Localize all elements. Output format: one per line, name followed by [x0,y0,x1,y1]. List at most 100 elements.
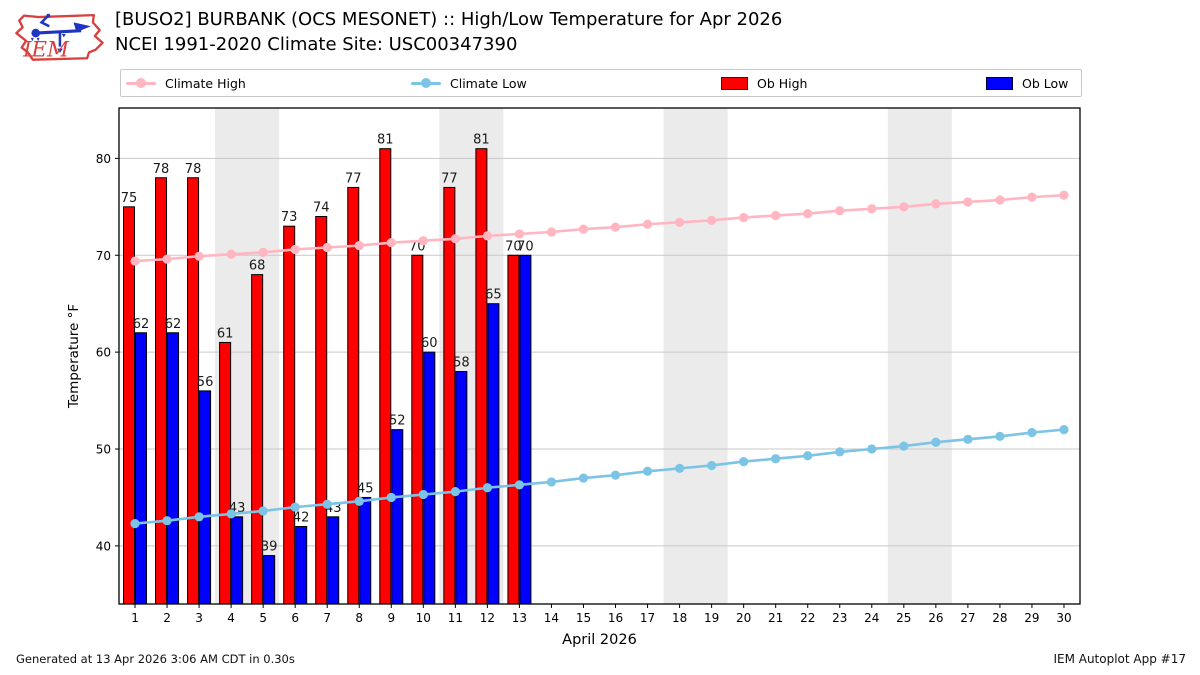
climate-low-marker [482,483,492,493]
weekend-band [663,108,728,604]
ob-high-value-label: 74 [313,201,330,216]
y-axis-label: Temperature °F [66,304,82,409]
y-tick-label: 50 [96,443,111,457]
climate-high-marker [867,204,877,214]
x-tick-label: 8 [355,611,363,625]
climate-high-marker [322,242,332,253]
y-tick-label: 40 [96,539,111,553]
x-tick-label: 9 [387,611,395,625]
x-tick-label: 13 [512,611,527,625]
ob-high-value-label: 77 [345,171,362,186]
ob-high-bar [283,225,296,605]
ob-low-bar [423,351,436,605]
climate-high-marker [707,215,717,225]
climate-low-marker [610,470,621,480]
ob-low-value-label: 39 [261,540,278,555]
legend-label: Climate High [165,75,246,91]
legend-label: Ob Low [1022,75,1069,91]
x-tick-label: 2 [163,611,171,625]
x-tick-label: 30 [1056,611,1071,625]
chart-title: [BUSO2] BURBANK (OCS MESONET) :: High/Lo… [115,9,783,30]
ob-high-bar [475,148,488,605]
ob-high-bar [123,206,136,605]
ob-high-value-label: 77 [441,171,458,186]
climate-low-marker [514,480,525,490]
x-tick-label: 22 [800,611,815,625]
climate-low-marker [258,506,268,516]
climate-high-marker [931,199,941,209]
ob-high-value-label: 78 [185,162,202,177]
ob-low-value-label: 60 [421,336,438,351]
x-tick-label: 1 [131,611,139,625]
climate-low-marker [162,516,172,526]
generated-timestamp: Generated at 13 Apr 2026 3:06 AM CDT in … [16,652,295,666]
ob-low-value-label: 45 [357,481,374,496]
ob-high-bar [379,148,392,605]
ob-high-value-label: 73 [281,210,298,225]
ob-low-bar [295,526,308,605]
x-tick-label: 4 [227,611,235,625]
x-tick-label: 29 [1024,611,1039,625]
climate-high-marker [450,234,460,244]
climate-low-marker [1059,425,1069,435]
climate-low-marker [226,509,236,519]
ob-high-bar [219,341,232,605]
climate-high-marker [514,229,525,239]
iem-logo: IEM [15,13,104,62]
ob-high-value-label: 81 [377,133,394,148]
ob-high-bar [507,254,520,605]
legend-item-climate-high: Climate High [126,70,246,96]
x-axis-label: April 2026 [562,632,637,648]
climate-low-marker [354,496,364,506]
ob-low-value-label: 70 [517,239,534,254]
ob-low-bar [359,496,372,605]
x-tick-label: 18 [672,611,687,625]
climate-high-marker [995,195,1005,205]
climate-high-marker [963,197,973,207]
x-tick-label: 28 [992,611,1007,625]
ob-low-value-label: 62 [165,317,182,332]
ob-high-bar [187,177,200,605]
logo-text: IEM [22,37,70,62]
legend-label: Climate Low [450,75,527,91]
climate-low-marker [995,431,1005,442]
climate-high-marker [386,238,396,248]
climate-low-marker [1027,427,1037,438]
ob-low-bar [391,429,404,605]
climate-high-marker [1027,192,1037,202]
x-tick-label: 12 [480,611,495,625]
climate-low-marker [867,444,877,454]
ob-high-value-label: 61 [217,326,234,341]
chart-subtitle: NCEI 1991-2020 Climate Site: USC00347390 [115,34,518,55]
climate-low-marker [739,456,749,467]
climate-low-line-swatch-icon [411,78,441,88]
x-tick-label: 5 [259,611,267,625]
climate-high-marker [771,210,781,221]
title-block: [BUSO2] BURBANK (OCS MESONET) :: High/Lo… [115,7,782,57]
x-tick-label: 10 [416,611,431,625]
climate-low-marker [130,518,140,529]
climate-high-marker [578,224,589,234]
climate-low-marker [578,473,589,483]
climate-high-marker [546,227,557,237]
climate-high-marker [226,249,236,259]
x-tick-label: 21 [768,611,783,625]
climate-high-marker [354,240,364,251]
climate-high-marker [130,256,140,266]
ob-high-bar [411,254,424,605]
climate-high-marker [418,236,428,246]
ob-low-bar [327,516,340,605]
ob-low-value-label: 58 [453,356,470,371]
plot-border [118,107,1081,605]
climate-low-marker [546,477,557,487]
climate-high-marker [194,251,204,261]
ob-low-swatch-icon [986,76,1013,90]
ob-high-value-label: 78 [153,162,170,177]
x-tick-label: 3 [195,611,203,625]
app-credit: IEM Autoplot App #17 [1053,652,1186,666]
climate-low-marker [418,489,428,500]
ob-low-bar [263,555,276,605]
ob-low-value-label: 65 [485,288,502,303]
ob-high-value-label: 68 [249,259,266,274]
